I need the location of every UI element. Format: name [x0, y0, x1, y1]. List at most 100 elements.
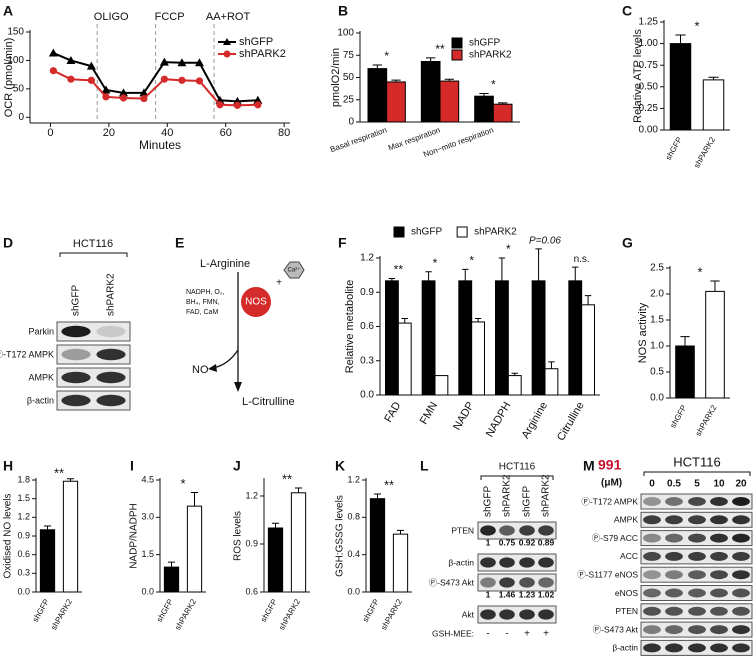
quantification: 1	[486, 589, 491, 599]
panel-letter: A	[3, 3, 13, 19]
band	[519, 525, 535, 536]
y-tick-label: 0.6	[360, 321, 374, 332]
lane-label: 20	[735, 479, 747, 490]
x-tick-label: shPARK2	[694, 403, 719, 437]
error-bar	[426, 57, 436, 62]
band	[710, 533, 728, 543]
band	[96, 325, 126, 338]
point	[195, 77, 204, 85]
bar	[544, 368, 559, 396]
point	[49, 67, 57, 75]
error-bar	[391, 79, 401, 82]
lane-label: shPARK2	[106, 273, 117, 316]
y-axis-label: GSH:GSSG levels	[335, 495, 346, 577]
annotation: OLIGO	[94, 11, 129, 23]
x-tick-label: 60	[220, 127, 232, 139]
y-tick-label: 0.9	[17, 530, 30, 540]
row-label: β-actin	[448, 557, 474, 567]
x-tick-label: NADPH	[484, 400, 514, 439]
point	[160, 75, 168, 83]
row-label: Akt	[462, 609, 475, 619]
band	[688, 588, 706, 598]
arrow-head	[208, 364, 242, 392]
band	[688, 551, 706, 561]
y-tick-label: 0.3	[360, 355, 374, 366]
band	[96, 394, 126, 407]
legend-label: shPARK2	[469, 50, 512, 61]
row-label: β-actin	[27, 395, 54, 405]
row-label: Ⓟ-T172 AMPK	[0, 349, 54, 359]
x-tick-label: shGFP	[155, 598, 175, 624]
significance: *	[180, 476, 185, 491]
bar	[581, 304, 596, 396]
y-tick-label: 3.0	[141, 512, 154, 522]
band	[538, 609, 554, 620]
panel-letter: B	[338, 3, 348, 19]
quantification: 0.89	[538, 537, 555, 547]
panel-letter: F	[338, 235, 347, 251]
band	[688, 533, 706, 543]
band	[643, 497, 661, 506]
y-tick-label: 75	[343, 50, 355, 61]
panel-letter: G	[622, 235, 633, 251]
x-tick-label: Citrulline	[555, 400, 587, 443]
product: L-Citrulline	[242, 396, 295, 408]
y-axis-label: NOS activity	[637, 302, 649, 363]
x-axis-label: Minutes	[139, 138, 181, 152]
band	[643, 515, 661, 525]
quantification: 1.23	[519, 589, 536, 599]
cell-line: HCT116	[73, 238, 113, 250]
legend-swatch	[393, 226, 405, 238]
band	[643, 606, 661, 616]
band	[665, 570, 683, 580]
x-tick-label: shPARK2	[277, 597, 302, 631]
band	[499, 577, 515, 588]
error-bar	[675, 34, 686, 44]
band	[480, 557, 496, 568]
y-axis-label: Relative ATP levels	[632, 29, 644, 123]
bar	[434, 375, 449, 396]
y-tick-label: 25	[343, 94, 355, 105]
y-tick-label: 50	[13, 84, 25, 95]
legend-marker	[223, 38, 231, 45]
lane-label: shGFP	[483, 486, 494, 517]
point	[177, 58, 187, 67]
product: NO	[192, 364, 209, 376]
y-axis-label: NADP/NADPH	[129, 503, 140, 569]
y-axis-label: Oxidised NO levels	[3, 493, 14, 578]
band	[538, 557, 554, 568]
panel-letter: L	[420, 458, 429, 474]
band	[710, 588, 728, 598]
error-bar	[498, 257, 506, 281]
quantification: 1	[486, 537, 491, 547]
bar	[439, 80, 460, 123]
point	[140, 94, 148, 103]
y-axis-label: OCR (pmol/min)	[3, 38, 15, 117]
panel-letter: J	[233, 458, 241, 474]
error-bar	[572, 266, 579, 281]
significance: **	[54, 465, 64, 480]
band	[538, 577, 554, 588]
error-bar	[511, 372, 518, 376]
band	[519, 577, 535, 588]
y-tick-label: 0.8	[347, 512, 360, 522]
y-tick-label: 1.00	[639, 38, 659, 49]
y-tick-label: 0.9	[245, 538, 258, 548]
x-tick-label: NADP	[451, 400, 477, 432]
quantification: 0.75	[499, 537, 516, 547]
band	[688, 570, 706, 580]
row-label: Ⓟ-S473 Akt	[429, 577, 475, 587]
point	[233, 101, 242, 109]
error-bar	[294, 487, 303, 493]
band	[96, 348, 126, 361]
band	[499, 525, 515, 536]
band	[732, 643, 750, 653]
quantification: 0.92	[519, 537, 536, 547]
cofactor: BH₄, FMN,	[186, 299, 220, 306]
lane-label: 0.5	[667, 479, 681, 490]
band	[665, 551, 683, 561]
x-tick-label: shPARK2	[49, 597, 74, 631]
band	[732, 570, 750, 580]
significance: *	[506, 242, 511, 256]
y-axis-label: ROS levels	[233, 511, 244, 561]
